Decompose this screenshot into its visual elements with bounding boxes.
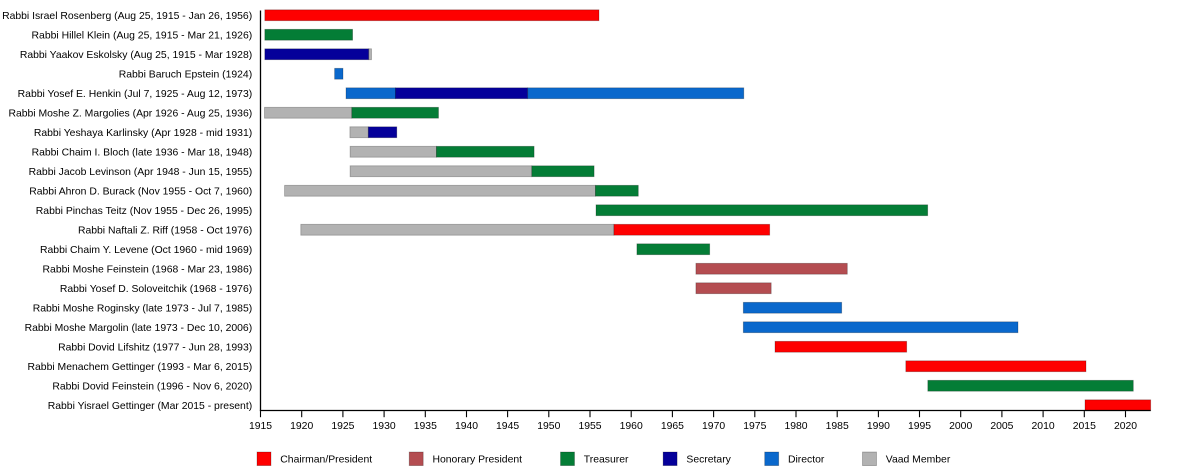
svg-text:1945: 1945 <box>496 421 519 432</box>
svg-text:Rabbi Naftali Z. Riff (1958 -: Rabbi Naftali Z. Riff (1958 - Oct 1976) <box>78 225 252 236</box>
svg-text:Treasurer: Treasurer <box>584 455 629 466</box>
svg-text:1935: 1935 <box>414 421 437 432</box>
svg-text:Honorary President: Honorary President <box>433 455 523 466</box>
svg-text:Rabbi Moshe Roginsky (late 197: Rabbi Moshe Roginsky (late 1973 - Jul 7,… <box>33 303 252 314</box>
svg-text:2020: 2020 <box>1114 421 1137 432</box>
svg-text:Rabbi Hillel Klein (Aug 25, 19: Rabbi Hillel Klein (Aug 25, 1915 - Mar 2… <box>32 31 253 42</box>
svg-text:Rabbi Dovid Feinstein (1996 -: Rabbi Dovid Feinstein (1996 - Nov 6, 202… <box>52 381 252 392</box>
svg-text:Rabbi Moshe Feinstein (1968 -: Rabbi Moshe Feinstein (1968 - Mar 23, 19… <box>43 264 253 275</box>
svg-text:2005: 2005 <box>990 421 1013 432</box>
svg-text:Secretary: Secretary <box>686 455 731 466</box>
svg-text:1920: 1920 <box>290 421 313 432</box>
svg-text:2015: 2015 <box>1073 421 1096 432</box>
svg-text:Rabbi Yeshaya Karlinsky (Apr 1: Rabbi Yeshaya Karlinsky (Apr 1928 - mid … <box>34 128 252 139</box>
svg-text:Rabbi Jacob Levinson (Apr 1948: Rabbi Jacob Levinson (Apr 1948 - Jun 15,… <box>29 167 253 178</box>
svg-text:Rabbi Israel Rosenberg (Aug 25: Rabbi Israel Rosenberg (Aug 25, 1915 - J… <box>2 11 252 22</box>
svg-text:1975: 1975 <box>743 421 766 432</box>
svg-text:1965: 1965 <box>661 421 684 432</box>
svg-text:1995: 1995 <box>908 421 931 432</box>
svg-text:Rabbi Ahron D. Burack (Nov 195: Rabbi Ahron D. Burack (Nov 1955 - Oct 7,… <box>29 186 252 197</box>
svg-text:2010: 2010 <box>1032 421 1055 432</box>
svg-text:1985: 1985 <box>826 421 849 432</box>
svg-text:Rabbi Menachem Gettinger (1993: Rabbi Menachem Gettinger (1993 - Mar 6, … <box>28 362 253 373</box>
svg-text:Rabbi Moshe Margolin (late 197: Rabbi Moshe Margolin (late 1973 - Dec 10… <box>25 323 253 334</box>
svg-text:Rabbi Yosef D. Soloveitchik (1: Rabbi Yosef D. Soloveitchik (1968 - 1976… <box>60 284 252 295</box>
svg-text:1990: 1990 <box>867 421 890 432</box>
svg-text:1925: 1925 <box>331 421 354 432</box>
svg-text:Chairman/President: Chairman/President <box>280 455 372 466</box>
svg-text:1930: 1930 <box>373 421 396 432</box>
svg-text:Vaad Member: Vaad Member <box>886 455 951 466</box>
svg-text:1980: 1980 <box>784 421 807 432</box>
svg-text:1940: 1940 <box>455 421 478 432</box>
svg-text:Rabbi Pinchas Teitz (Nov 1955: Rabbi Pinchas Teitz (Nov 1955 - Dec 26, … <box>36 206 252 217</box>
svg-text:Director: Director <box>788 455 825 466</box>
svg-text:Rabbi Chaim I. Bloch (late 193: Rabbi Chaim I. Bloch (late 1936 - Mar 18… <box>32 147 253 158</box>
svg-text:Rabbi Chaim Y. Levene (Oct 196: Rabbi Chaim Y. Levene (Oct 1960 - mid 19… <box>40 245 252 256</box>
svg-text:1970: 1970 <box>702 421 725 432</box>
svg-text:1950: 1950 <box>537 421 560 432</box>
svg-text:Rabbi Baruch Epstein (1924): Rabbi Baruch Epstein (1924) <box>119 70 252 81</box>
svg-text:Rabbi Moshe Z. Margolies (Apr: Rabbi Moshe Z. Margolies (Apr 1926 - Aug… <box>8 109 252 120</box>
svg-text:Rabbi Yaakov Eskolsky (Aug 25,: Rabbi Yaakov Eskolsky (Aug 25, 1915 - Ma… <box>20 50 252 61</box>
svg-text:2000: 2000 <box>949 421 972 432</box>
svg-text:Rabbi Yosef E. Henkin (Jul 7,: Rabbi Yosef E. Henkin (Jul 7, 1925 - Aug… <box>18 89 253 100</box>
svg-text:1955: 1955 <box>578 421 601 432</box>
svg-text:Rabbi Yisrael Gettinger (Mar 2: Rabbi Yisrael Gettinger (Mar 2015 - pres… <box>48 401 252 412</box>
svg-text:1960: 1960 <box>620 421 643 432</box>
svg-text:Rabbi Dovid Lifshitz (1977 - J: Rabbi Dovid Lifshitz (1977 - Jun 28, 199… <box>58 342 252 353</box>
svg-text:1915: 1915 <box>249 421 272 432</box>
